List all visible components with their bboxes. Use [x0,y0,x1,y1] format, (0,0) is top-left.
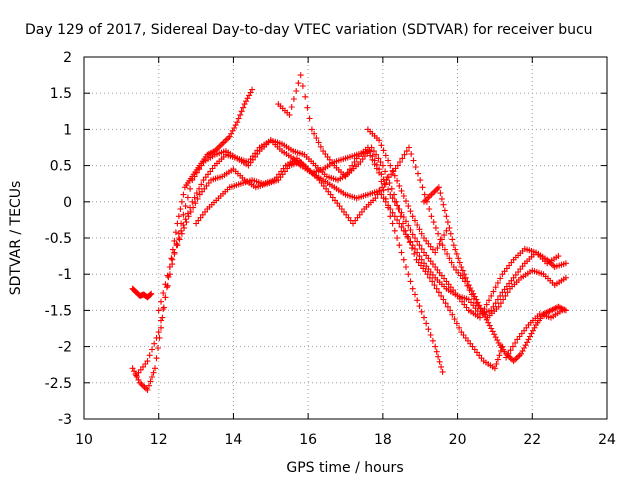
x-tick-label: 18 [374,432,392,448]
series-arc-3 [133,137,446,379]
y-axis-title: SDTVAR / TECUs [8,181,24,296]
grid [84,57,607,419]
series-arc-6 [193,144,569,321]
series-arc-10 [503,307,566,361]
y-tick-label: 1.5 [50,86,72,102]
y-tick-label: -0.5 [45,231,72,247]
x-tick-label: 22 [523,432,541,448]
x-tick-label: 24 [598,432,616,448]
series-arc-9 [421,184,569,365]
series-arc-5 [174,159,562,317]
y-tick-label: -1.5 [45,303,72,319]
x-tick-label: 14 [225,432,243,448]
series-group [129,72,569,393]
y-axis: -3 -2.5 -2 -1.5 -1 -0.5 0 0.5 1 1.5 2 [45,50,72,428]
series-arc-7 [275,72,569,321]
series-arc-4 [155,137,506,372]
y-tick-label: -2 [58,340,72,356]
y-tick-label: 0 [63,195,72,211]
y-tick-label: -1 [58,267,72,283]
y-tick-label: 2 [63,50,72,66]
x-tick-label: 16 [299,432,317,448]
x-axis: 10 12 14 16 18 20 22 24 [75,432,616,448]
x-axis-title: GPS time / hours [286,460,403,476]
y-tick-label: -3 [58,412,72,428]
y-tick-label: -2.5 [45,376,72,392]
chart-title: Day 129 of 2017, Sidereal Day-to-day VTE… [25,22,593,38]
series-arc-8 [364,126,450,256]
axis-ticks [83,56,608,420]
x-tick-label: 12 [150,432,168,448]
series-arc-1 [129,285,155,301]
x-tick-label: 20 [449,432,467,448]
y-tick-label: 0.5 [50,159,72,175]
x-tick-label: 10 [75,432,93,448]
y-tick-label: 1 [63,122,72,138]
